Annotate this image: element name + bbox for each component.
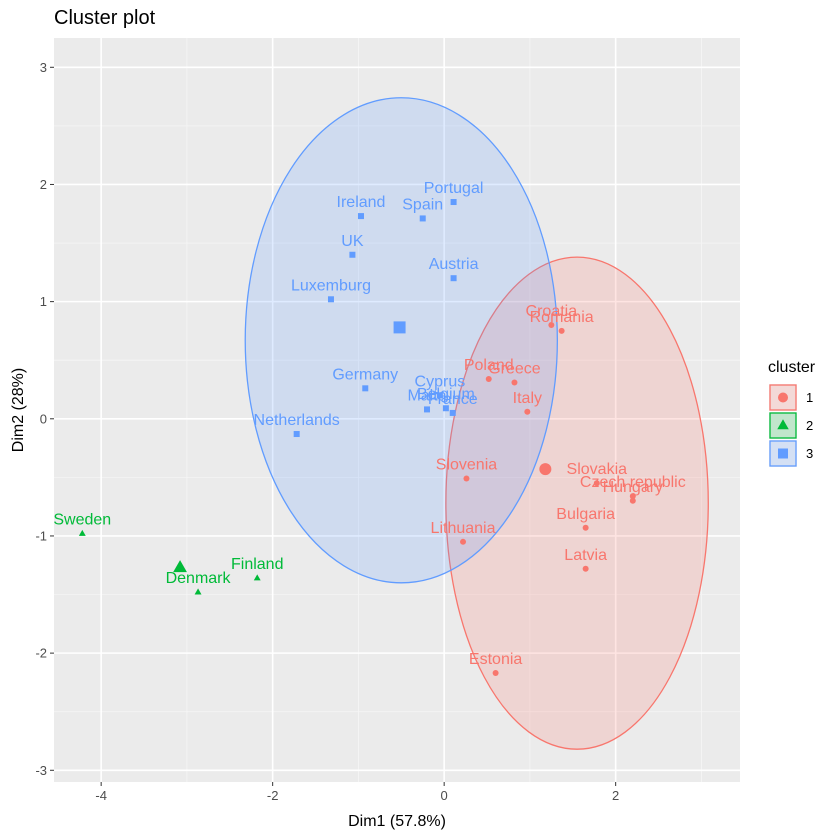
point-label: Austria bbox=[429, 256, 479, 273]
data-point bbox=[442, 405, 449, 412]
point-label: Denmark bbox=[166, 570, 232, 587]
axes: -4 -2 0 2 -3 -2 -1 0 1 2 3 bbox=[35, 60, 619, 803]
point-label: Estonia bbox=[469, 651, 522, 668]
data-point bbox=[78, 529, 86, 536]
data-point bbox=[450, 275, 457, 282]
point-label: Portugal bbox=[424, 180, 484, 197]
data-point bbox=[450, 199, 457, 206]
legend-label: 3 bbox=[806, 446, 813, 461]
x-axis-title: Dim1 (57.8%) bbox=[348, 813, 446, 830]
data-point bbox=[582, 565, 589, 572]
point-label: Luxemburg bbox=[291, 277, 371, 294]
point-label: Cyprus bbox=[415, 373, 466, 390]
point-label: Malta bbox=[407, 387, 446, 404]
cluster-2-centroid bbox=[173, 560, 187, 573]
point-label: Greece bbox=[488, 360, 541, 377]
data-point bbox=[548, 322, 555, 329]
y-axis-title: Dim2 (28%) bbox=[10, 368, 27, 452]
legend-item-2: 2 bbox=[769, 412, 813, 439]
legend-marker bbox=[777, 419, 789, 430]
cluster-1-centroid bbox=[539, 463, 552, 476]
point-label: Finland bbox=[231, 556, 283, 573]
point-label: Croatia bbox=[526, 303, 578, 320]
data-point bbox=[349, 251, 356, 258]
point-label: Sweden bbox=[53, 512, 111, 529]
point-label: Hungary bbox=[603, 479, 663, 496]
point-label: Netherlands bbox=[254, 412, 340, 429]
data-point bbox=[582, 524, 589, 531]
chart-title: Cluster plot bbox=[54, 7, 156, 29]
data-point bbox=[424, 406, 431, 413]
legend-marker bbox=[778, 392, 788, 403]
data-point bbox=[436, 392, 443, 399]
data-point bbox=[460, 538, 467, 545]
data-point bbox=[593, 480, 600, 487]
cluster-centroids bbox=[173, 321, 552, 573]
data-point bbox=[357, 213, 364, 220]
legend-key-fill bbox=[769, 384, 797, 411]
data-point bbox=[327, 296, 334, 303]
y-tick-label: -2 bbox=[35, 646, 47, 661]
y-tick-label: -1 bbox=[35, 528, 47, 543]
cluster-1-ellipse bbox=[445, 256, 709, 750]
data-point bbox=[419, 215, 426, 222]
legend-item-1: 1 bbox=[769, 384, 813, 411]
point-label: Italy bbox=[513, 390, 542, 407]
y-tick-label: -3 bbox=[35, 763, 47, 778]
x-tick-label: -2 bbox=[267, 788, 279, 803]
cluster-3-centroid bbox=[393, 321, 406, 334]
data-point bbox=[629, 497, 636, 504]
point-label: Lithuania bbox=[431, 520, 496, 537]
point-label: Slovenia bbox=[436, 457, 497, 474]
legend-key-fill bbox=[769, 440, 797, 467]
data-point bbox=[293, 431, 300, 438]
x-tick-label: 0 bbox=[441, 788, 448, 803]
cluster-ellipses bbox=[244, 97, 709, 750]
point-label: Ireland bbox=[337, 194, 386, 211]
point-label: Latvia bbox=[564, 547, 607, 564]
plot-panel bbox=[54, 38, 740, 782]
point-label: Romania bbox=[530, 309, 594, 326]
legend-item-3: 3 bbox=[769, 440, 813, 467]
legend: cluster 1 2 3 bbox=[768, 359, 816, 467]
point-label: Germany bbox=[332, 366, 398, 383]
data-point bbox=[362, 385, 369, 392]
point-label: Czech republic bbox=[580, 474, 686, 491]
legend-marker bbox=[778, 448, 788, 459]
data-point bbox=[253, 574, 261, 581]
point-label: Bulgaria bbox=[556, 506, 615, 523]
y-tick-label: 1 bbox=[40, 294, 47, 309]
point-label: France bbox=[428, 391, 478, 408]
data-point bbox=[558, 327, 565, 334]
point-label: Poland bbox=[464, 357, 514, 374]
point-label: Slovakia bbox=[567, 461, 628, 478]
y-tick-label: 2 bbox=[40, 177, 47, 192]
y-tick-label: 3 bbox=[40, 60, 47, 75]
data-point bbox=[485, 375, 492, 382]
x-tick-label: -4 bbox=[95, 788, 107, 803]
cluster-3-ellipse bbox=[244, 97, 559, 584]
data-point bbox=[463, 475, 470, 482]
y-tick-label: 0 bbox=[40, 411, 47, 426]
legend-title: cluster bbox=[768, 359, 816, 376]
data-point bbox=[194, 588, 202, 595]
data-point bbox=[511, 379, 518, 386]
grid-lines bbox=[54, 38, 740, 782]
data-point bbox=[524, 408, 531, 415]
legend-label: 1 bbox=[806, 390, 813, 405]
data-point bbox=[629, 493, 636, 500]
data-point bbox=[449, 409, 456, 416]
x-tick-label: 2 bbox=[612, 788, 619, 803]
data-point bbox=[492, 670, 499, 677]
legend-label: 2 bbox=[806, 418, 813, 433]
point-label: Belgium bbox=[417, 386, 475, 403]
point-label: UK bbox=[341, 233, 364, 250]
data-points bbox=[78, 199, 636, 677]
point-label: Spain bbox=[402, 196, 443, 213]
